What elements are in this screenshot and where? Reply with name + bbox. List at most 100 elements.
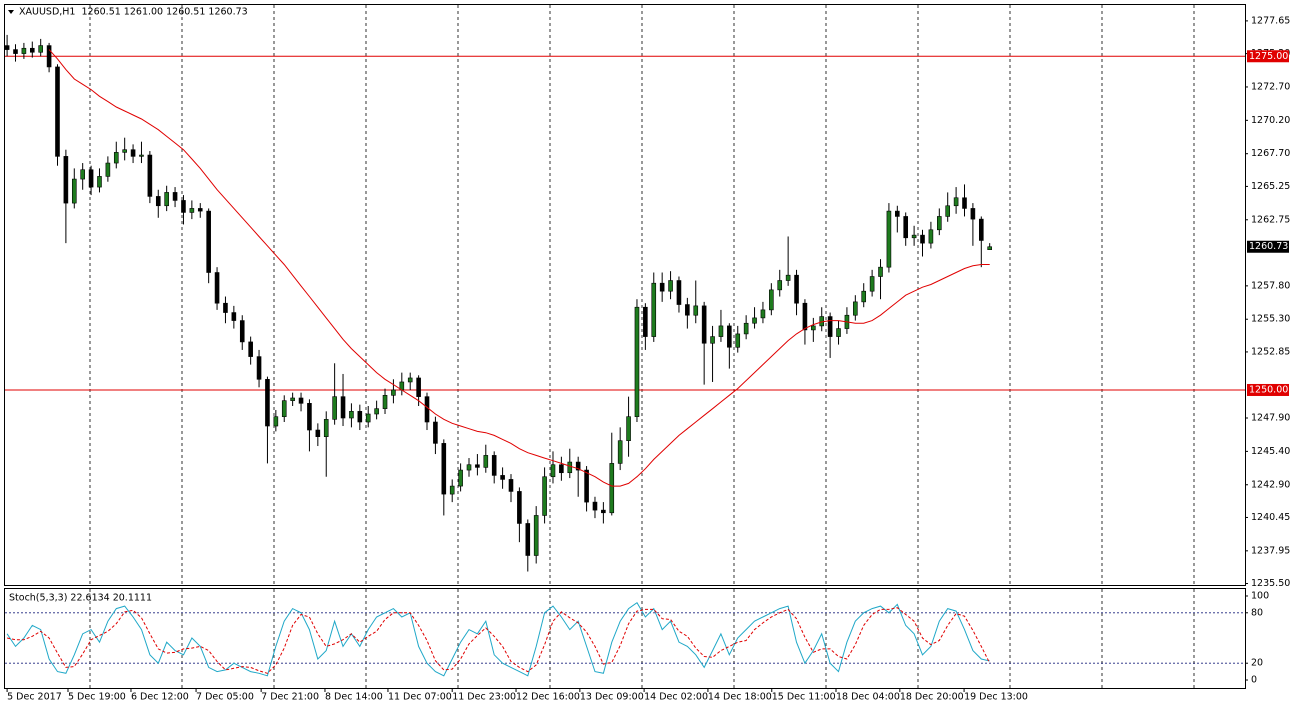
y-tick-label: 1255.30 [1251, 314, 1290, 325]
candle-body [80, 169, 85, 180]
candle-body [181, 200, 186, 213]
candle-body [743, 322, 749, 335]
level-label: 1275.00 [1249, 51, 1288, 62]
candle-body [575, 461, 581, 471]
candle-body [836, 328, 841, 337]
candle-body [4, 45, 10, 50]
candle-body [937, 216, 942, 231]
candle-body [542, 476, 547, 516]
candle-body [407, 377, 413, 383]
candle-body [617, 440, 623, 464]
candle-body [382, 395, 388, 409]
candle-body [441, 443, 447, 495]
candle-body [323, 419, 329, 437]
candle-body [626, 416, 631, 442]
candle-body [643, 306, 648, 337]
candle-body [155, 196, 161, 207]
moving-average [48, 49, 990, 487]
candle-body [197, 208, 203, 212]
y-tick-label: 1237.95 [1251, 545, 1290, 556]
indicator-title: Stoch(5,3,3) 22.6134 20.1111 [9, 593, 152, 604]
candle-body [122, 149, 127, 153]
candle-body [189, 208, 195, 213]
candle-body [391, 389, 396, 396]
candle-body [760, 309, 766, 319]
candle-body [365, 413, 371, 423]
candle-body [550, 464, 556, 478]
candle-body [769, 289, 774, 311]
x-tick-label: 5 Dec 2017 [7, 692, 62, 703]
candle-body [785, 274, 791, 281]
candle-body [601, 509, 606, 514]
candle-body [256, 356, 262, 380]
candle-body [357, 411, 363, 423]
candle-body [315, 429, 321, 437]
candle-body [609, 463, 615, 514]
candle-body [903, 216, 909, 239]
x-tick-label: 6 Dec 12:00 [131, 692, 189, 703]
candle-body [794, 274, 799, 304]
candle-body [978, 218, 984, 241]
y-tick-label: 1272.70 [1251, 81, 1290, 92]
y-tick-label: 1247.90 [1251, 413, 1290, 424]
candle-body [130, 149, 136, 157]
level-label-box [1247, 383, 1289, 396]
candle-body [693, 305, 699, 316]
candle-body [139, 154, 144, 157]
candle-body [239, 320, 245, 343]
y-tick-label: 1257.80 [1251, 280, 1290, 291]
x-tick-label: 7 Dec 05:00 [196, 692, 254, 703]
candle-body [853, 301, 858, 316]
candle-body [231, 312, 237, 321]
last-price-label: 1260.73 [1249, 241, 1288, 252]
x-tick-label: 13 Dec 09:00 [580, 692, 644, 703]
candle-body [676, 280, 682, 305]
x-tick-label: 5 Dec 19:00 [68, 692, 126, 703]
candle-body [953, 197, 959, 207]
y-tick-label: 1242.90 [1251, 479, 1290, 490]
x-tick-label: 11 Dec 23:00 [452, 692, 516, 703]
candle-body [29, 47, 35, 53]
candle-body [97, 176, 102, 188]
candle-body [727, 325, 732, 348]
candle-body [634, 306, 640, 417]
x-tick-label: 8 Dec 14:00 [325, 692, 383, 703]
candle-body [248, 341, 253, 357]
candle-body [340, 396, 346, 419]
candle-body [105, 162, 111, 177]
candle-body [424, 396, 430, 423]
y-tick-label: 1265.25 [1251, 181, 1290, 192]
candle-body [374, 408, 379, 415]
candle-body [920, 234, 925, 244]
last-price-box [1247, 240, 1289, 253]
candle-body [525, 523, 531, 556]
candle-body [508, 479, 514, 492]
chart-title: XAUUSD,H1 1260.51 1261.00 1260.51 1260.7… [19, 7, 248, 18]
candle-body [349, 411, 354, 419]
stoch-line [6, 601, 990, 677]
candle-body [458, 469, 463, 487]
candle-body [46, 45, 52, 68]
x-tick-label: 14 Dec 18:00 [708, 692, 772, 703]
x-tick-label: 7 Dec 21:00 [261, 692, 319, 703]
candle-body [685, 304, 690, 316]
y-tick-label: 1262.75 [1251, 214, 1290, 225]
candle-body [449, 485, 455, 495]
x-tick-label: 19 Dec 13:00 [964, 692, 1028, 703]
menu-arrow [8, 10, 14, 14]
candle-body [811, 325, 816, 331]
candle-body [668, 280, 673, 292]
level-label: 1250.00 [1249, 384, 1288, 395]
candle-body [592, 501, 598, 511]
candle-body [265, 378, 270, 427]
candle-body [777, 280, 783, 291]
candle-body [861, 290, 867, 303]
y-tick-label: 1245.40 [1251, 446, 1290, 457]
candle-body [88, 169, 94, 188]
y-tick-label: 1235.50 [1251, 578, 1290, 589]
candle-body [533, 515, 539, 556]
candle-body [802, 302, 808, 331]
level-label-box [1247, 50, 1289, 63]
